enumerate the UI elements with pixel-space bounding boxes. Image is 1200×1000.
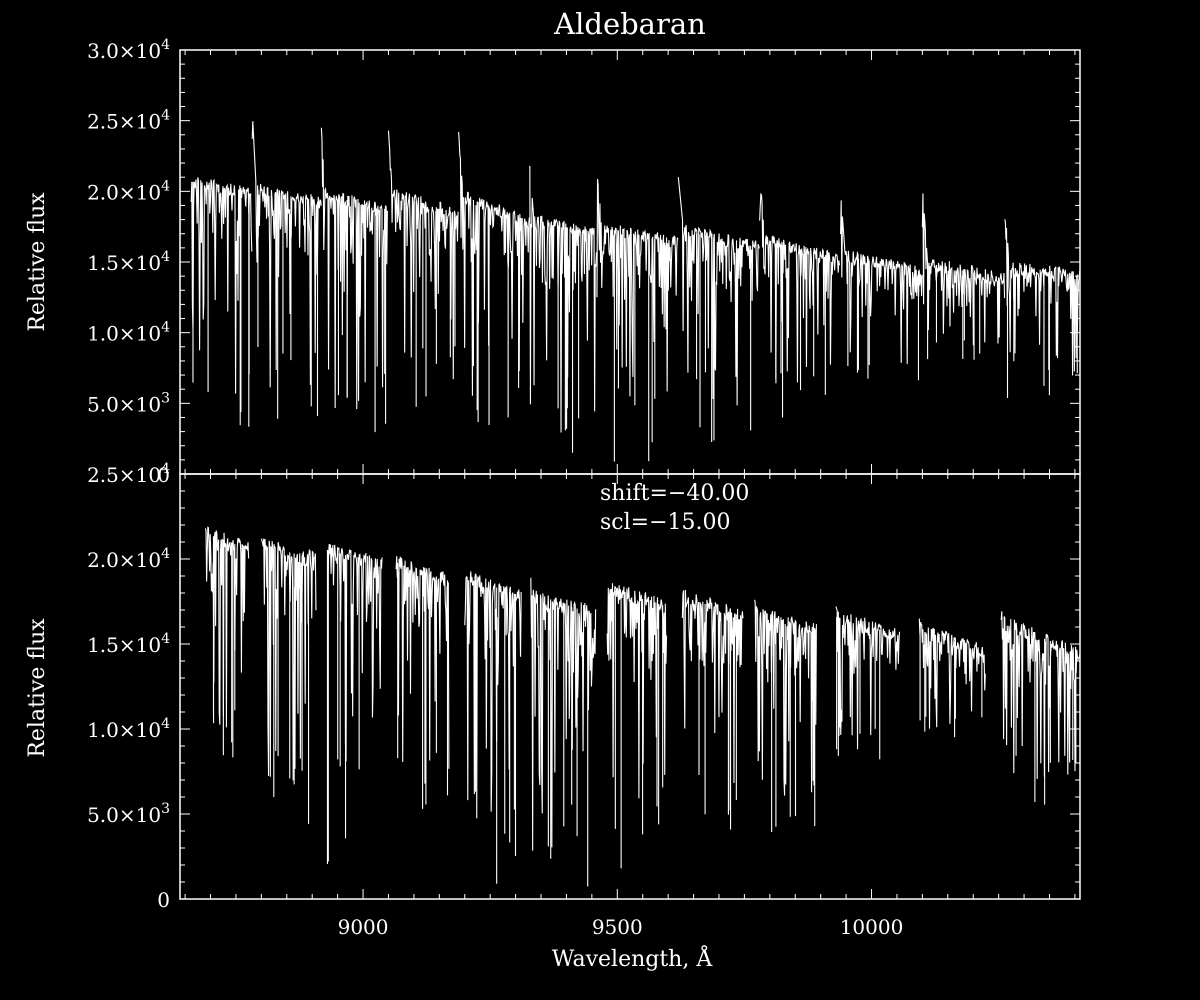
- top-panel: 0 5.0×103 1.0×104 1.5×104 2.0×104 2.5×104 3.0×…: [25, 37, 1081, 487]
- spectral-order: [458, 131, 530, 396]
- spectral-order: [681, 589, 744, 783]
- bottom-panel: 0 5.0×103 1.0×104 1.5×104 2.0×104 2.5×104 900…: [25, 461, 1081, 972]
- spectral-order: [190, 177, 253, 394]
- y-tick-label: 5.0×103: [87, 801, 170, 827]
- bottom-spectrum: [204, 526, 1081, 887]
- spectral-order: [754, 599, 817, 796]
- spectral-order: [1000, 611, 1081, 779]
- x-tick-label: 10000: [840, 915, 904, 939]
- y-tick-label: 2.5×104: [87, 461, 170, 487]
- spectral-order: [320, 127, 389, 410]
- y-tick-label: 2.0×104: [87, 546, 170, 572]
- spectral-order: [918, 618, 986, 729]
- top-y-tick-labels: 0 5.0×103 1.0×104 1.5×104 2.0×104 2.5×104 3.0×…: [87, 37, 170, 487]
- bottom-x-tick-labels: 9000 9500 10000: [338, 915, 904, 939]
- x-axis-label: Wavelength, Å: [552, 944, 714, 972]
- y-tick-label: 0: [157, 463, 170, 487]
- spectral-order: [326, 543, 383, 762]
- spectral-order: [596, 178, 679, 397]
- y-tick-label: 2.5×104: [87, 108, 170, 134]
- x-tick-label: 9000: [338, 915, 389, 939]
- spectral-order: [464, 571, 522, 819]
- top-spectrum: [190, 121, 1081, 462]
- x-tick-label: 9500: [592, 915, 643, 939]
- y-tick-label: 1.5×104: [87, 249, 170, 275]
- spectral-order: [204, 526, 250, 728]
- y-tick-label: 1.0×104: [87, 716, 170, 742]
- y-tick-label: 1.0×104: [87, 320, 170, 346]
- spectral-order: [677, 177, 760, 406]
- bottom-plot-frame: [179, 473, 1081, 900]
- y-tick-label: 5.0×103: [87, 390, 170, 416]
- top-y-axis-label: Relative flux: [25, 192, 50, 332]
- y-tick-label: 0: [157, 888, 170, 912]
- spectral-order: [759, 192, 841, 383]
- top-ticks: [180, 49, 1080, 475]
- bottom-ticks: [180, 473, 1080, 900]
- spectral-order: [251, 121, 322, 388]
- chart-title: Aldebaran: [553, 7, 706, 41]
- bottom-y-tick-labels: 0 5.0×103 1.0×104 1.5×104 2.0×104 2.5×104: [87, 461, 170, 912]
- y-tick-label: 1.5×104: [87, 631, 170, 657]
- spectral-order: [260, 538, 317, 781]
- scale-annotation: scl=−15.00: [600, 510, 731, 535]
- spectral-order: [839, 200, 923, 365]
- y-tick-label: 3.0×104: [87, 37, 170, 63]
- spectral-order: [1004, 219, 1081, 376]
- shift-annotation: shift=−40.00: [600, 481, 749, 506]
- spectral-order: [530, 577, 597, 851]
- bottom-y-axis-label: Relative flux: [25, 618, 50, 758]
- y-tick-label: 2.0×104: [87, 178, 170, 204]
- spectral-order: [835, 606, 901, 750]
- spectral-order: [529, 165, 597, 433]
